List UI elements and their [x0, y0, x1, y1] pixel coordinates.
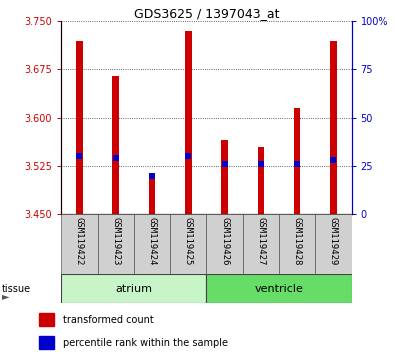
Text: GSM119429: GSM119429	[329, 217, 338, 266]
Point	[330, 157, 337, 163]
Bar	[206, 214, 243, 274]
Bar	[39, 336, 54, 349]
Bar	[330, 40, 337, 214]
Bar	[279, 214, 315, 274]
Text: GSM119425: GSM119425	[184, 217, 193, 266]
Text: ►: ►	[2, 291, 9, 301]
Bar	[113, 76, 119, 214]
Text: GSM119428: GSM119428	[293, 217, 302, 266]
Text: GSM119424: GSM119424	[147, 217, 156, 266]
Bar	[76, 40, 83, 214]
Text: GSM119423: GSM119423	[111, 217, 120, 266]
Bar	[39, 313, 54, 326]
Bar	[61, 214, 98, 274]
Bar	[243, 214, 279, 274]
Bar	[149, 179, 155, 214]
Title: GDS3625 / 1397043_at: GDS3625 / 1397043_at	[134, 7, 279, 20]
Bar	[258, 147, 264, 214]
Bar	[315, 214, 352, 274]
Point	[76, 154, 83, 159]
Point	[294, 161, 300, 167]
Bar	[221, 140, 228, 214]
Text: GSM119427: GSM119427	[256, 217, 265, 266]
Bar	[170, 214, 207, 274]
Text: percentile rank within the sample: percentile rank within the sample	[63, 337, 228, 348]
Text: tissue: tissue	[2, 284, 31, 294]
Bar	[98, 214, 134, 274]
Bar	[134, 214, 170, 274]
Text: transformed count: transformed count	[63, 315, 154, 325]
Point	[221, 161, 228, 167]
Text: GSM119426: GSM119426	[220, 217, 229, 266]
Text: ventricle: ventricle	[254, 284, 303, 293]
Bar	[61, 274, 206, 303]
Bar	[185, 31, 192, 214]
Text: atrium: atrium	[115, 284, 152, 293]
Point	[113, 155, 119, 161]
Bar	[294, 108, 300, 214]
Point	[258, 161, 264, 167]
Text: GSM119422: GSM119422	[75, 217, 84, 266]
Bar	[206, 274, 352, 303]
Point	[185, 154, 192, 159]
Point	[149, 173, 155, 178]
